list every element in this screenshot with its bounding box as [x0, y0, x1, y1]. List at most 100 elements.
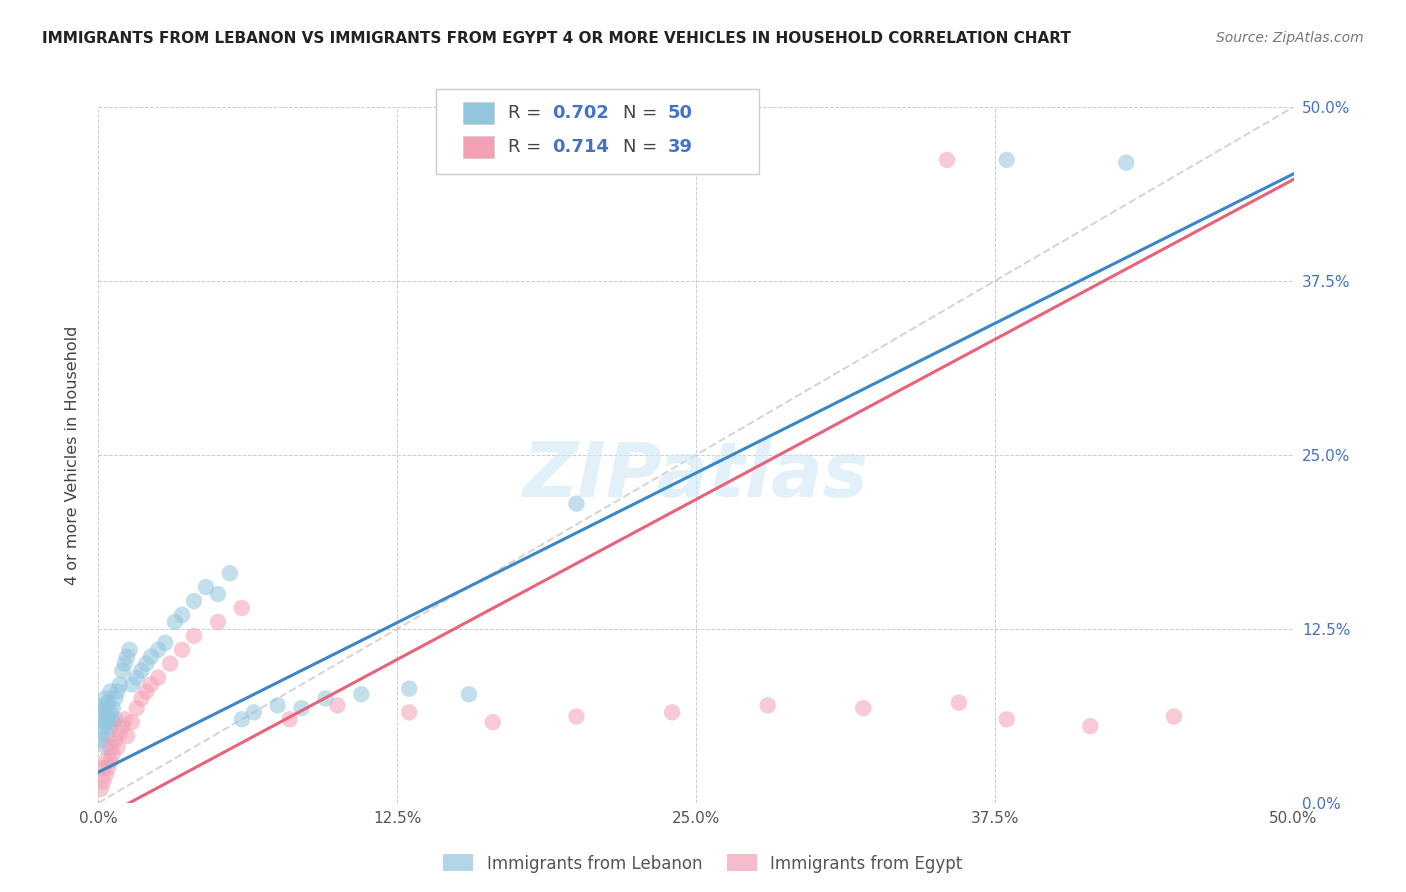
Point [90, 726, 112, 740]
Point [1163, 709, 1185, 723]
Text: R =: R = [508, 104, 547, 122]
Point [94, 754, 117, 768]
Point [148, 671, 170, 685]
Point [195, 580, 218, 594]
Point [104, 691, 127, 706]
Text: N =: N = [623, 104, 662, 122]
Y-axis label: 4 or more Vehicles in Household: 4 or more Vehicles in Household [65, 326, 80, 584]
Point [125, 671, 148, 685]
Text: 50: 50 [668, 104, 693, 122]
Point [1080, 719, 1102, 733]
Point [91, 719, 114, 733]
Point [326, 698, 349, 713]
Text: N =: N = [623, 138, 662, 156]
Point [315, 691, 337, 706]
Point [219, 566, 242, 581]
Point [125, 701, 148, 715]
Point [661, 706, 683, 720]
Point [98, 719, 122, 733]
Point [131, 691, 153, 706]
Point [94, 701, 117, 715]
Legend: Immigrants from Lebanon, Immigrants from Egypt: Immigrants from Lebanon, Immigrants from… [437, 847, 969, 880]
Point [565, 497, 588, 511]
Point [135, 684, 157, 698]
Point [108, 677, 131, 691]
Point [159, 657, 181, 671]
Point [98, 740, 122, 755]
Point [163, 615, 186, 629]
Point [278, 712, 301, 726]
Point [97, 761, 120, 775]
Point [948, 696, 970, 710]
Text: Source: ZipAtlas.com: Source: ZipAtlas.com [1216, 31, 1364, 45]
Point [172, 607, 194, 622]
Point [91, 733, 114, 747]
Point [97, 709, 120, 723]
Point [108, 726, 131, 740]
Point [91, 698, 114, 713]
Point [139, 677, 162, 691]
Point [91, 775, 114, 789]
Point [98, 754, 122, 768]
Point [139, 649, 162, 664]
Point [155, 636, 177, 650]
Point [458, 687, 481, 701]
Point [291, 701, 314, 715]
Point [94, 691, 117, 706]
Point [104, 733, 127, 747]
Point [114, 712, 136, 726]
Point [98, 684, 122, 698]
Point [94, 715, 117, 730]
Point [756, 698, 779, 713]
Point [111, 664, 134, 678]
Point [207, 615, 229, 629]
Point [90, 781, 112, 796]
Point [995, 153, 1018, 167]
Text: 39: 39 [668, 138, 693, 156]
Point [97, 729, 120, 743]
Point [172, 642, 194, 657]
Point [565, 709, 588, 723]
Point [111, 719, 134, 733]
Point [98, 706, 122, 720]
Point [135, 657, 157, 671]
Point [97, 696, 120, 710]
Point [131, 664, 153, 678]
Text: 0.702: 0.702 [553, 104, 609, 122]
Point [1115, 155, 1137, 169]
Text: ZIPatlas: ZIPatlas [523, 439, 869, 513]
Point [101, 715, 124, 730]
Point [121, 715, 143, 730]
Text: 0.714: 0.714 [553, 138, 609, 156]
Point [101, 747, 124, 761]
Point [107, 684, 129, 698]
Point [350, 687, 373, 701]
Point [481, 715, 505, 730]
Point [852, 701, 875, 715]
Point [267, 698, 290, 713]
Point [94, 768, 117, 782]
Point [114, 657, 136, 671]
Point [91, 706, 114, 720]
Point [107, 740, 129, 755]
Point [398, 706, 420, 720]
Point [398, 681, 420, 696]
Point [995, 712, 1018, 726]
Point [183, 629, 205, 643]
Point [231, 601, 253, 615]
Point [243, 706, 266, 720]
Text: R =: R = [508, 138, 547, 156]
Point [121, 677, 143, 691]
Point [115, 729, 138, 743]
Point [936, 153, 959, 167]
Point [118, 642, 141, 657]
Point [115, 649, 138, 664]
Point [91, 761, 114, 775]
Point [94, 740, 117, 755]
Point [207, 587, 229, 601]
Point [90, 712, 112, 726]
Point [101, 701, 124, 715]
Point [183, 594, 205, 608]
Point [231, 712, 253, 726]
Text: IMMIGRANTS FROM LEBANON VS IMMIGRANTS FROM EGYPT 4 OR MORE VEHICLES IN HOUSEHOLD: IMMIGRANTS FROM LEBANON VS IMMIGRANTS FR… [42, 31, 1071, 46]
